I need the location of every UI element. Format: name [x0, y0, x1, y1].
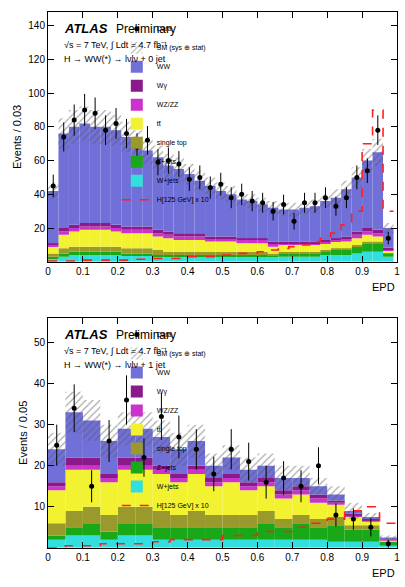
- svg-text:H[125 GeV] x 10: H[125 GeV] x 10: [157, 196, 209, 204]
- svg-text:tt̄: tt̄: [157, 426, 161, 433]
- svg-text:0.6: 0.6: [250, 552, 264, 563]
- svg-text:W+jets: W+jets: [157, 483, 179, 491]
- svg-text:single top: single top: [157, 445, 187, 453]
- svg-text:0.6: 0.6: [250, 266, 264, 277]
- svg-text:0.3: 0.3: [146, 552, 160, 563]
- svg-text:0.8: 0.8: [320, 552, 334, 563]
- svg-text:0: 0: [45, 266, 51, 277]
- svg-text:50: 50: [34, 337, 46, 348]
- svg-text:√s = 7 TeV, ∫ Ldt = 4.7 fb⁻¹: √s = 7 TeV, ∫ Ldt = 4.7 fb⁻¹: [64, 40, 167, 50]
- svg-text:H → WW(*) → lνlν + 0 jet: H → WW(*) → lνlν + 0 jet: [64, 54, 166, 64]
- svg-text:20: 20: [34, 223, 46, 234]
- svg-text:0.5: 0.5: [216, 266, 230, 277]
- svg-text:SM (sys ⊕ stat): SM (sys ⊕ stat): [157, 350, 206, 358]
- svg-text:0.7: 0.7: [285, 552, 299, 563]
- svg-text:0.2: 0.2: [111, 552, 125, 563]
- svg-text:H[125 GeV] x 10: H[125 GeV] x 10: [157, 502, 209, 510]
- svg-text:Events / 0.05: Events / 0.05: [17, 401, 29, 465]
- svg-text:80: 80: [34, 121, 46, 132]
- svg-text:0.3: 0.3: [146, 266, 160, 277]
- svg-text:√s = 7 TeV, ∫ Ldt = 4.7 fb⁻¹: √s = 7 TeV, ∫ Ldt = 4.7 fb⁻¹: [64, 346, 167, 356]
- svg-text:EPD: EPD: [372, 567, 395, 579]
- svg-text:WW: WW: [157, 369, 171, 376]
- svg-text:SM (sys ⊕ stat): SM (sys ⊕ stat): [157, 44, 206, 52]
- svg-text:WZ/ZZ: WZ/ZZ: [157, 407, 179, 414]
- svg-text:0.1: 0.1: [76, 552, 90, 563]
- svg-text:140: 140: [28, 20, 45, 31]
- svg-text:WW: WW: [157, 63, 171, 70]
- svg-text:Preliminary: Preliminary: [116, 328, 176, 342]
- svg-text:Z+jets: Z+jets: [157, 464, 177, 472]
- svg-text:single top: single top: [157, 139, 187, 147]
- svg-text:0.1: 0.1: [76, 266, 90, 277]
- svg-text:1: 1: [394, 266, 400, 277]
- svg-text:H → WW(*) → lνlν + 1 jet: H → WW(*) → lνlν + 1 jet: [64, 360, 166, 370]
- svg-text:20: 20: [34, 460, 46, 471]
- svg-text:10: 10: [34, 501, 46, 512]
- svg-text:tt̄: tt̄: [157, 120, 161, 127]
- svg-text:Events / 0.03: Events / 0.03: [11, 105, 23, 169]
- svg-text:Z+jets: Z+jets: [157, 158, 177, 166]
- svg-text:0.7: 0.7: [285, 266, 299, 277]
- svg-text:0.4: 0.4: [181, 552, 195, 563]
- svg-text:Preliminary: Preliminary: [116, 22, 176, 36]
- svg-text:0: 0: [45, 552, 51, 563]
- svg-text:W+jets: W+jets: [157, 177, 179, 185]
- svg-text:0.9: 0.9: [355, 266, 369, 277]
- svg-text:0.4: 0.4: [181, 266, 195, 277]
- svg-text:Data: Data: [157, 331, 172, 338]
- svg-text:ATLAS: ATLAS: [64, 327, 108, 342]
- svg-text:60: 60: [34, 155, 46, 166]
- svg-text:100: 100: [28, 88, 45, 99]
- svg-text:Data: Data: [157, 25, 172, 32]
- svg-text:EPD: EPD: [372, 281, 395, 293]
- svg-text:ATLAS: ATLAS: [64, 21, 108, 36]
- svg-text:WZ/ZZ: WZ/ZZ: [157, 101, 179, 108]
- svg-text:0.2: 0.2: [111, 266, 125, 277]
- svg-text:0.9: 0.9: [355, 552, 369, 563]
- svg-text:1: 1: [394, 552, 400, 563]
- svg-text:40: 40: [34, 189, 46, 200]
- svg-text:40: 40: [34, 378, 46, 389]
- svg-text:0.5: 0.5: [216, 552, 230, 563]
- svg-text:Wγ: Wγ: [157, 82, 168, 90]
- svg-text:120: 120: [28, 54, 45, 65]
- svg-text:30: 30: [34, 419, 46, 430]
- svg-text:0.8: 0.8: [320, 266, 334, 277]
- svg-text:Wγ: Wγ: [157, 388, 168, 396]
